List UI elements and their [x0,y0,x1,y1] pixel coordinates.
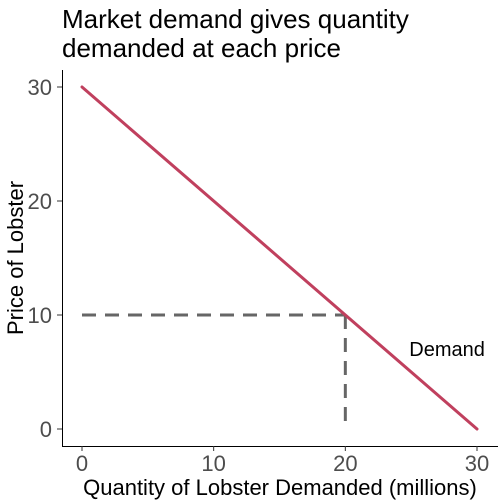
y-tick-label: 10 [28,303,52,328]
tick-labels: 0 10 20 30 0 10 20 30 [28,75,490,476]
y-tick-label: 0 [40,417,52,442]
y-axis-title: Price of Lobster [3,181,28,335]
x-tick-label: 30 [465,451,489,476]
y-tick-label: 30 [28,75,52,100]
y-tick-label: 20 [28,189,52,214]
x-tick-label: 0 [76,451,88,476]
x-tick-label: 10 [201,451,225,476]
demand-curve-label: Demand [409,339,485,361]
plot-area [80,85,479,431]
x-tick-label: 20 [333,451,357,476]
chart-title-line-2: demanded at each price [62,33,341,63]
chart-title-line-1: Market demand gives quantity [62,4,409,34]
x-axis-title: Quantity of Lobster Demanded (millions) [83,475,477,500]
demand-curve [80,85,479,431]
